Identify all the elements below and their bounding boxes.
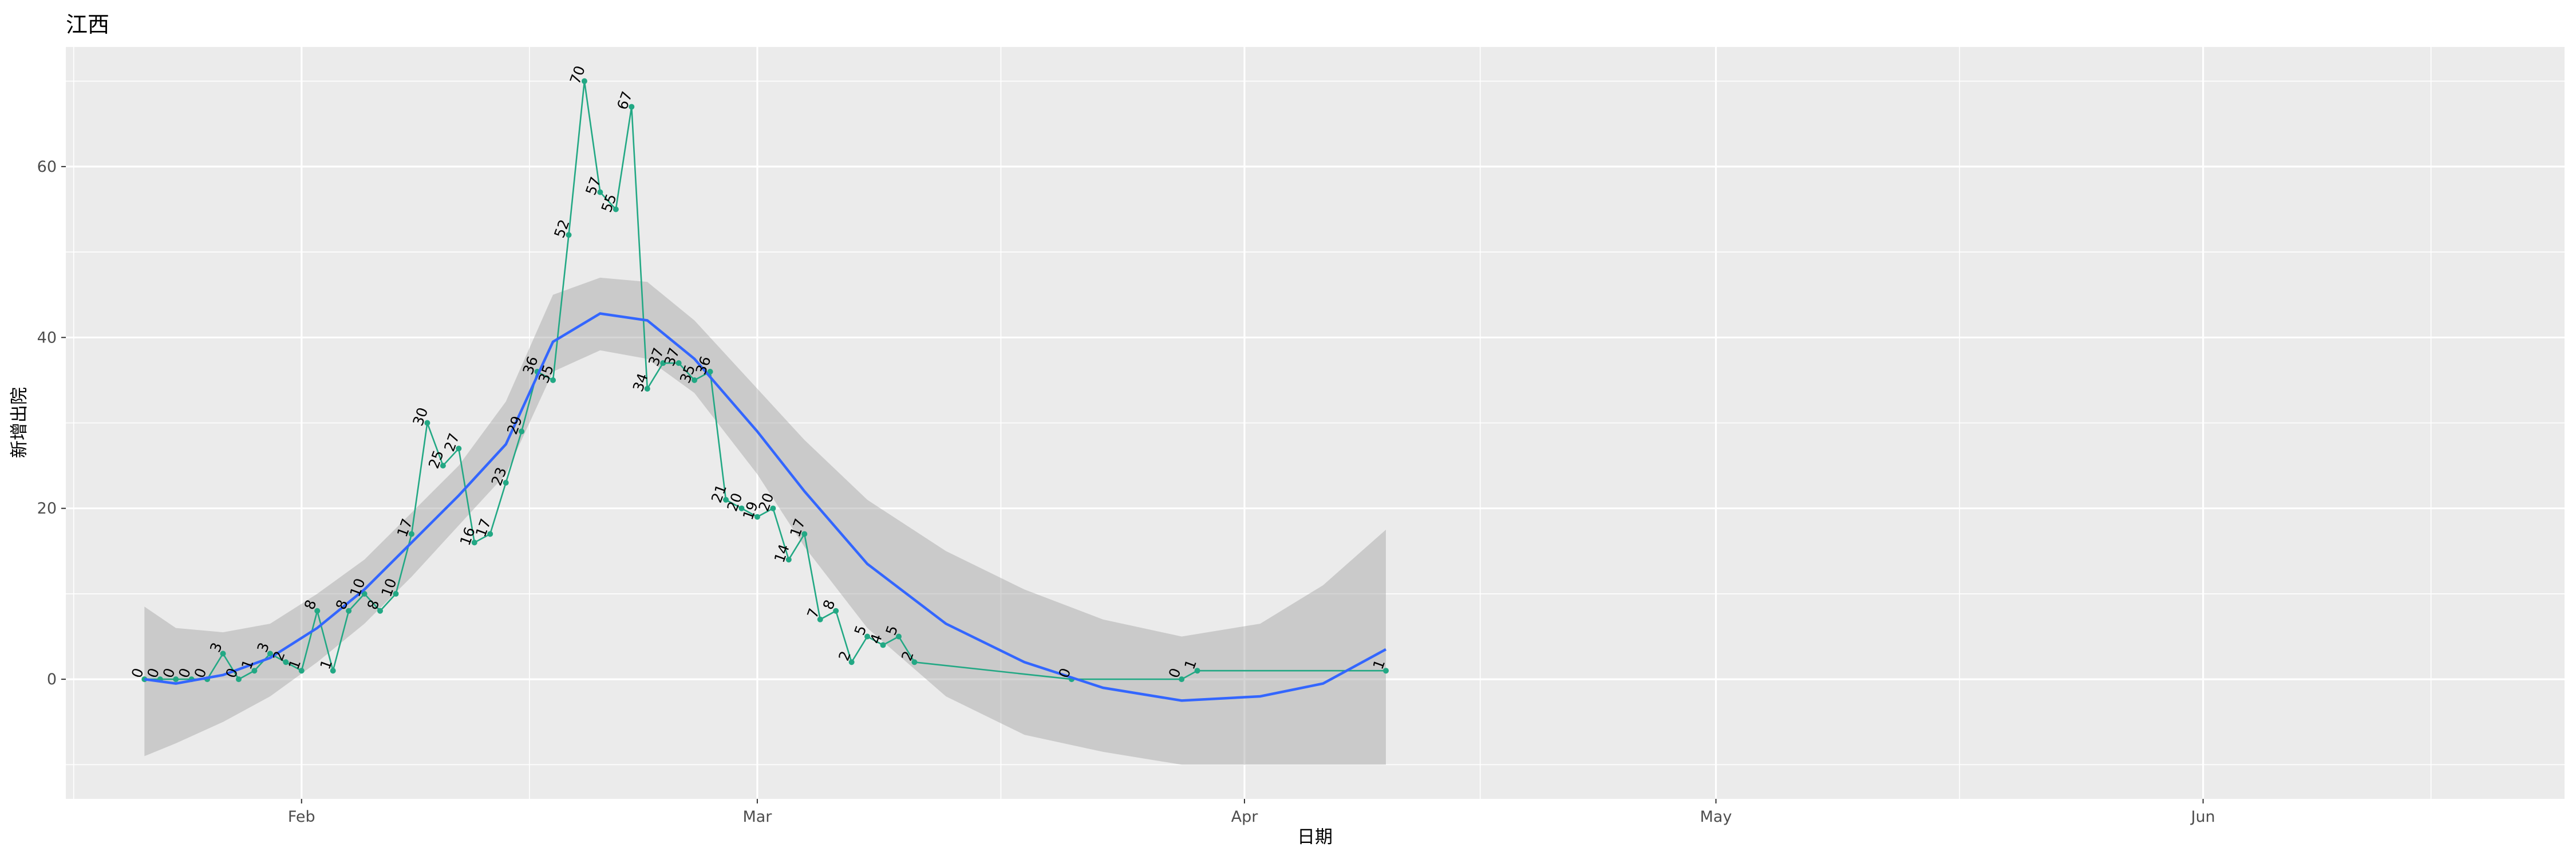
data-point [581,78,587,84]
data-point [911,659,918,665]
data-point [692,377,698,383]
y-axis-title: 新增出院 [9,387,30,458]
data-point [1383,668,1389,674]
data-point [848,659,855,665]
data-point [864,633,871,640]
data-point [1194,668,1200,674]
y-tick-label: 20 [37,500,57,518]
data-point [644,385,650,392]
data-point [785,557,792,563]
data-point [770,505,776,511]
data-point [629,104,635,110]
data-point [330,668,336,674]
data-point [267,651,273,657]
x-tick-label: Mar [742,808,772,826]
y-axis: 0 20 40 60 [37,158,66,688]
data-point [817,616,823,622]
data-point [220,651,226,657]
data-point [754,514,760,520]
data-point [613,206,619,212]
data-point [361,590,368,597]
data-point [393,590,399,597]
data-point [440,463,446,469]
data-point [519,428,525,435]
grid-minor [66,47,2565,799]
data-point [408,531,414,537]
x-tick-label: Jun [2190,808,2215,826]
x-tick-label: Feb [288,808,315,826]
data-point [251,668,258,674]
y-tick-label: 60 [37,158,57,176]
data-point [801,531,808,537]
data-point [566,232,572,238]
data-point [173,676,179,683]
data-point [377,608,384,614]
data-point [456,446,462,452]
data-point [1179,676,1185,683]
data-point [235,676,242,683]
x-axis: Feb Mar Apr May Jun [288,799,2215,826]
chart-title: 江西 [66,12,110,37]
data-point [738,505,745,511]
x-tick-label: Apr [1231,808,1259,826]
data-point [896,633,902,640]
y-tick-label: 40 [37,329,57,346]
data-point [314,608,321,614]
data-point [424,420,430,426]
data-point [723,497,729,503]
data-point [298,668,305,674]
series-line [144,81,1386,680]
data-point [471,539,477,546]
data-point [503,479,509,486]
data-point [880,642,886,648]
smooth-fit-line [144,312,1387,702]
confidence-ribbon [144,277,1386,765]
data-point [597,189,603,195]
data-point [660,360,666,367]
y-tick-label: 0 [47,671,57,688]
x-axis-title: 日期 [1297,827,1333,848]
data-point [487,531,493,537]
data-point [550,377,556,383]
data-point [675,360,682,367]
data-points [141,78,1389,683]
data-point [346,608,352,614]
data-point [283,659,289,665]
data-point [707,368,713,375]
x-tick-label: May [1700,808,1732,826]
data-point [833,608,839,614]
